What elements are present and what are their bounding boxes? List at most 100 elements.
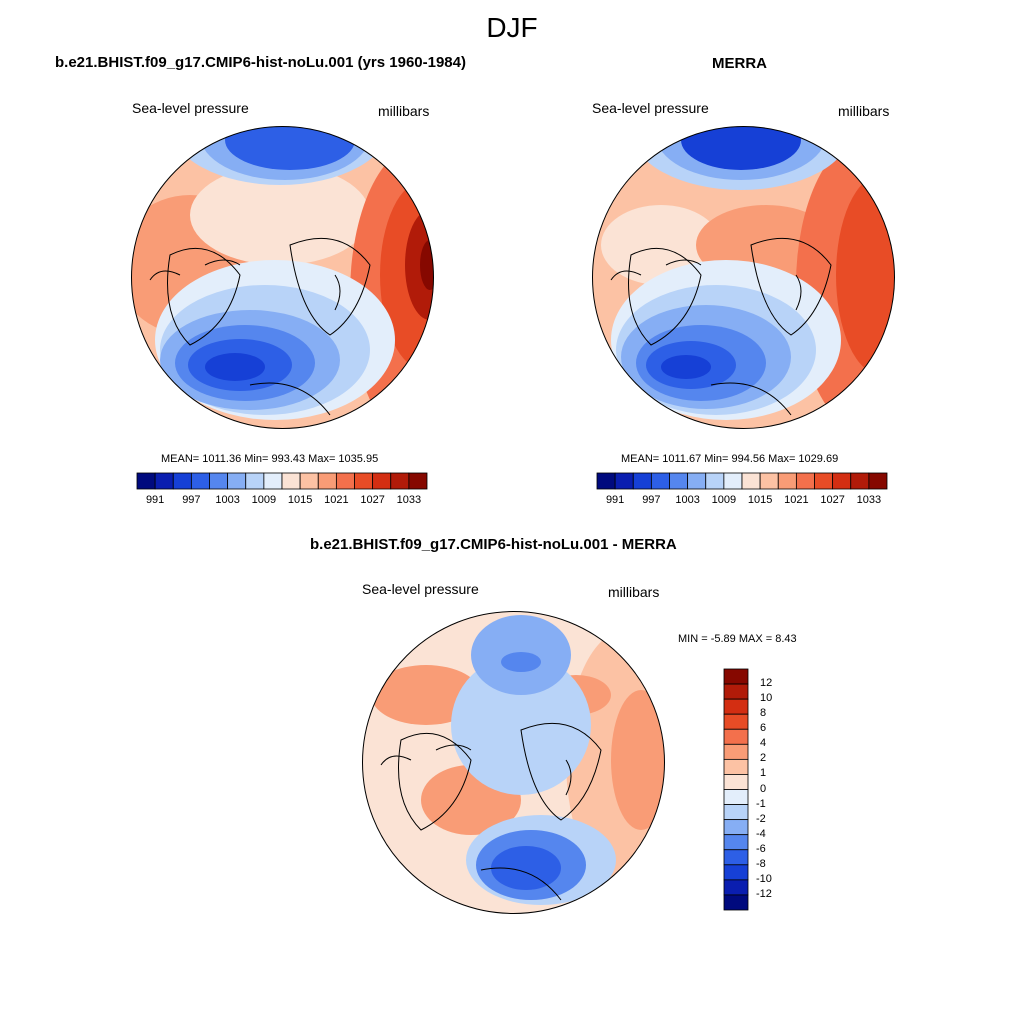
- panel3-colorbar-swatch: [723, 849, 749, 866]
- panel1-colorbar-swatch: [354, 472, 374, 490]
- panel3-colorbar: [723, 668, 749, 911]
- panel2-colorbar-swatch: [687, 472, 707, 490]
- panel1-colorbar-tick-label: 991: [145, 494, 165, 506]
- panel2-stats: MEAN= 1011.67 Min= 994.56 Max= 1029.69: [621, 453, 839, 465]
- panel3-colorbar-swatch: [723, 683, 749, 700]
- panel2-colorbar-swatch: [741, 472, 761, 490]
- panel3-colorbar-swatch: [723, 743, 749, 760]
- panel1-colorbar-ticks: 991 997 1003 1009 1015 1021 1027 1033: [137, 494, 427, 510]
- panel1-colorbar-swatch: [390, 472, 410, 490]
- panel2-title: MERRA: [712, 55, 767, 72]
- panel3-colorbar-swatch: [723, 713, 749, 730]
- panel3-colorbar-tick-label: 12: [760, 677, 773, 690]
- panel1-colorbar-swatch: [335, 472, 355, 490]
- panel3-polar-map: [362, 611, 665, 914]
- panel2-colorbar-tick-label: 991: [605, 494, 625, 506]
- panel2-colorbar-swatch: [777, 472, 797, 490]
- panel3-colorbar-ticks: 12 10 8 6 4 2 1 0 -1 -2 -4 -6 -8 -10 -12: [756, 669, 796, 910]
- panel2-colorbar-swatch: [868, 472, 888, 490]
- panel3-colorbar-swatch: [723, 789, 749, 805]
- panel3-title: b.e21.BHIST.f09_g17.CMIP6-hist-noLu.001 …: [310, 536, 677, 553]
- panel3-colorbar-swatch: [723, 879, 749, 896]
- panel2-colorbar-swatch: [795, 472, 815, 490]
- panel1-colorbar-tick-label: 997: [182, 494, 201, 506]
- panel2-colorbar-tick-label: 1021: [784, 494, 809, 506]
- panel3-colorbar-swatch: [723, 668, 749, 685]
- panel3-colorbar-swatch: [723, 894, 749, 911]
- panel2-colorbar-swatch: [814, 472, 834, 490]
- panel3-colorbar-swatch: [723, 834, 749, 851]
- panel1-colorbar-swatch: [209, 472, 229, 490]
- panel1-polar-map: [131, 126, 434, 429]
- panel3-colorbar-tick-label: -1: [756, 797, 766, 810]
- panel1-colorbar-swatch: [190, 472, 210, 490]
- panel3-colorbar-swatch: [723, 774, 749, 790]
- panel1-colorbar-swatch: [172, 472, 192, 490]
- panel2-colorbar-swatch: [614, 472, 634, 490]
- panel1-colorbar: [136, 472, 428, 490]
- panel2-polar-map: [592, 126, 895, 429]
- panel1-stats: MEAN= 1011.36 Min= 993.43 Max= 1035.95: [161, 453, 379, 465]
- figure-title: DJF: [486, 12, 538, 43]
- panel3-colorbar-tick-label: 4: [760, 737, 767, 750]
- panel2-colorbar-swatch: [832, 472, 852, 490]
- panel1-colorbar-swatch: [227, 472, 247, 490]
- panel1-colorbar-swatch: [245, 472, 265, 490]
- panel1-colorbar-tick-label: 1009: [251, 494, 277, 506]
- panel3-colorbar-tick-label: -8: [756, 857, 766, 870]
- panel3-colorbar-tick-label: 6: [760, 722, 767, 735]
- panel2-colorbar-swatch: [705, 472, 725, 490]
- panel1-title: b.e21.BHIST.f09_g17.CMIP6-hist-noLu.001 …: [55, 54, 466, 71]
- panel2-colorbar-swatch: [632, 472, 652, 490]
- panel3-colorbar-tick-label: 2: [760, 752, 767, 765]
- panel2-colorbar-swatch: [850, 472, 870, 490]
- panel1-colorbar-swatch: [408, 472, 428, 490]
- panel3-variable-label: Sea-level pressure: [362, 581, 479, 597]
- panel1-colorbar-tick-label: 1015: [287, 494, 313, 506]
- panel2-colorbar-swatch: [723, 472, 743, 490]
- panel3-colorbar-swatch: [723, 819, 749, 836]
- panel1-colorbar-swatch: [263, 472, 283, 490]
- panel2-colorbar-tick-label: 1015: [747, 494, 773, 506]
- panel2-colorbar: [596, 472, 888, 490]
- panel1-colorbar-swatch: [281, 472, 301, 490]
- panel3-colorbar-tick-label: -12: [756, 887, 772, 900]
- panel2-colorbar-swatch: [650, 472, 670, 490]
- panel3-colorbar-tick-label: 10: [760, 692, 773, 705]
- panel1-colorbar-swatch: [136, 472, 156, 490]
- panel1-colorbar-tick-label: 1027: [360, 494, 385, 506]
- panel2-colorbar-tick-label: 1027: [820, 494, 845, 506]
- panel3-colorbar-tick-label: 8: [760, 707, 767, 720]
- panel2-colorbar-swatch: [669, 472, 689, 490]
- panel1-colorbar-swatch: [299, 472, 319, 490]
- panel1-colorbar-swatch: [317, 472, 337, 490]
- panel3-colorbar-swatch: [723, 698, 749, 715]
- panel2-colorbar-tick-label: 1003: [675, 494, 700, 506]
- panel3-units-label: millibars: [608, 584, 660, 600]
- panel1-units-label: millibars: [378, 103, 430, 119]
- panel2-colorbar-tick-label: 997: [642, 494, 661, 506]
- panel2-colorbar-tick-label: 1033: [856, 494, 882, 506]
- panel2-units-label: millibars: [838, 103, 890, 119]
- panel3-colorbar-tick-label: -4: [756, 827, 766, 840]
- panel3-colorbar-tick-label: -6: [756, 842, 766, 855]
- panel1-colorbar-swatch: [154, 472, 174, 490]
- panel2-colorbar-tick-label: 1009: [711, 494, 737, 506]
- panel1-variable-label: Sea-level pressure: [132, 100, 249, 116]
- panel1-colorbar-tick-label: 1033: [396, 494, 422, 506]
- panel3-colorbar-swatch: [723, 728, 749, 745]
- panel2-variable-label: Sea-level pressure: [592, 100, 709, 116]
- panel1-colorbar-tick-label: 1021: [324, 494, 349, 506]
- panel1-colorbar-tick-label: 1003: [215, 494, 240, 506]
- panel3-colorbar-swatch: [723, 804, 749, 821]
- panel3-stats: MIN = -5.89 MAX = 8.43: [678, 633, 797, 645]
- panel2-colorbar-swatch: [596, 472, 616, 490]
- panel2-colorbar-ticks: 991 997 1003 1009 1015 1021 1027 1033: [597, 494, 887, 510]
- panel3-colorbar-tick-label: 0: [760, 782, 767, 795]
- panel3-colorbar-tick-label: -2: [756, 812, 766, 825]
- panel1-colorbar-swatch: [372, 472, 392, 490]
- panel3-colorbar-swatch: [723, 758, 749, 775]
- panel2-colorbar-swatch: [759, 472, 779, 490]
- panel3-colorbar-tick-label: 1: [760, 767, 767, 780]
- panel3-colorbar-swatch: [723, 864, 749, 881]
